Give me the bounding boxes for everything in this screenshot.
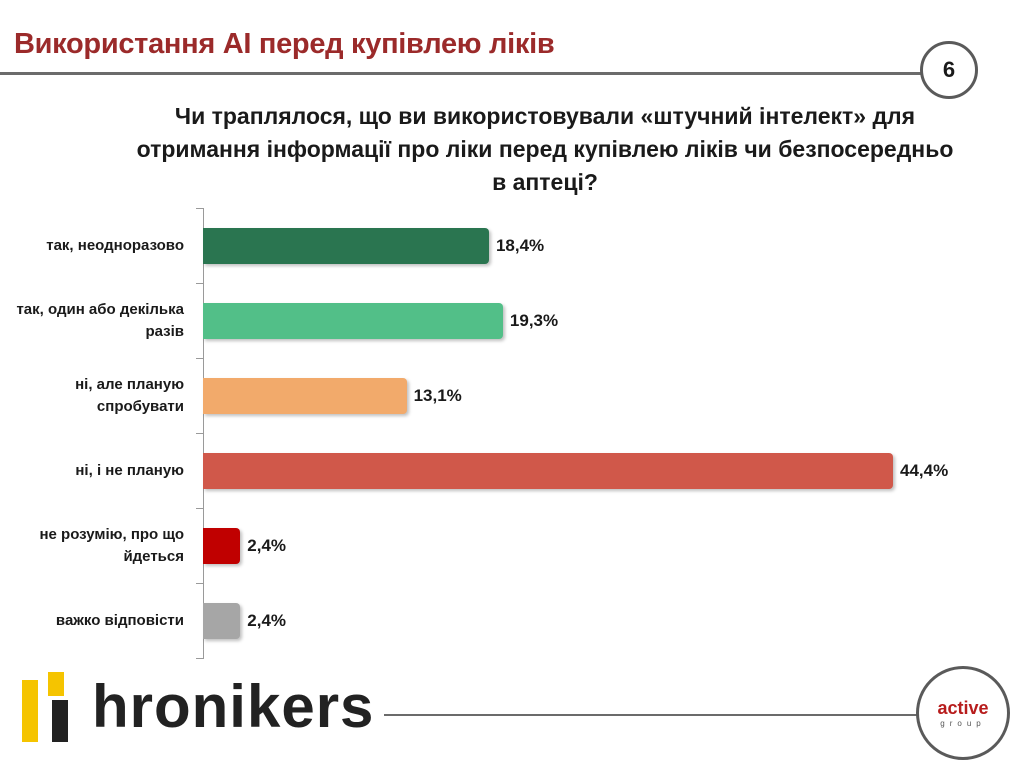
hronikers-logo-text: hronikers — [92, 673, 375, 740]
bar — [203, 227, 489, 264]
slide-title: Використання AI перед купівлею ліків — [14, 28, 555, 60]
bar — [203, 527, 241, 564]
footer-divider — [384, 714, 920, 716]
axis-tick — [196, 433, 204, 434]
category-label: ні, але планую спробувати — [75, 375, 184, 415]
active-group-logo: active group — [916, 666, 1010, 760]
page-number-badge: 6 — [920, 41, 978, 99]
page-number: 6 — [942, 57, 956, 82]
value-label: 19,3% — [509, 310, 559, 330]
hronikers-logo-mark-icon — [22, 672, 68, 742]
axis-tick — [196, 208, 204, 209]
value-label: 13,1% — [413, 385, 462, 405]
survey-question: Чи траплялося, що ви використовували «шт… — [136, 103, 954, 195]
title-divider — [0, 72, 922, 75]
bar — [203, 377, 407, 414]
hronikers-logo: hronikers — [22, 672, 374, 742]
active-group-word: active — [937, 697, 989, 718]
bar — [203, 452, 893, 489]
axis-tick — [196, 583, 204, 584]
category-label: не розумію, про що йдеться — [39, 525, 184, 565]
category-label: так, неодноразово — [46, 236, 184, 254]
category-label: важко відповісти — [55, 611, 184, 629]
value-label: 18,4% — [495, 235, 545, 255]
value-label: 44,4% — [900, 460, 949, 480]
axis-tick — [196, 658, 204, 659]
axis-tick — [196, 508, 204, 509]
value-label: 2,4% — [247, 535, 287, 555]
value-label: 2,4% — [247, 610, 287, 630]
axis-tick — [196, 358, 204, 359]
category-label: так, один або декілька разів — [16, 300, 184, 340]
bar — [203, 602, 241, 639]
category-label: ні, і не планую — [75, 461, 184, 479]
bar — [203, 302, 503, 339]
active-group-sub: group — [940, 718, 986, 728]
axis-tick — [196, 283, 204, 284]
